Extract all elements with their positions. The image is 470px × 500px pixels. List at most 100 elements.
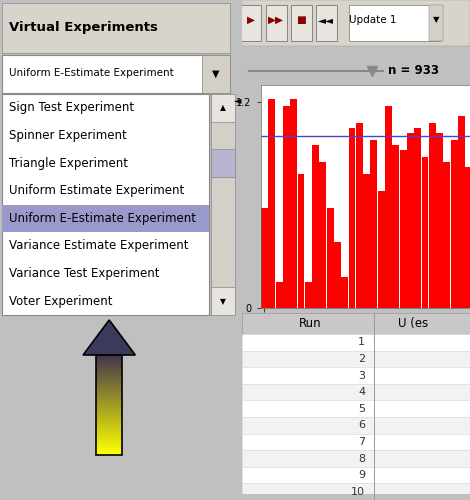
Text: ▼: ▼ xyxy=(220,296,226,306)
Bar xyxy=(312,145,319,308)
Bar xyxy=(96,358,122,360)
Bar xyxy=(96,412,122,415)
Bar xyxy=(96,392,122,395)
Bar xyxy=(242,484,470,500)
Bar xyxy=(211,149,235,177)
Bar xyxy=(96,410,122,412)
Text: 1: 1 xyxy=(358,338,365,347)
Bar xyxy=(241,5,261,41)
Bar xyxy=(378,191,384,308)
Bar xyxy=(261,208,268,308)
Bar xyxy=(436,133,443,308)
Bar xyxy=(96,448,122,450)
Bar xyxy=(96,355,122,358)
Text: 2: 2 xyxy=(358,354,365,364)
Bar xyxy=(316,5,337,41)
Text: ▼: ▼ xyxy=(432,16,439,24)
Bar xyxy=(96,430,122,432)
Bar xyxy=(96,360,122,362)
Bar xyxy=(96,388,122,390)
Bar xyxy=(96,390,122,392)
Bar xyxy=(363,174,370,308)
Bar xyxy=(96,418,122,420)
Bar xyxy=(96,425,122,428)
Bar xyxy=(242,494,470,500)
Bar xyxy=(275,282,282,308)
Text: Variance Estimate Experiment: Variance Estimate Experiment xyxy=(9,240,189,252)
Text: Spinner Experiment: Spinner Experiment xyxy=(9,129,127,142)
Bar xyxy=(96,398,122,400)
Text: Sign Test Experiment: Sign Test Experiment xyxy=(9,102,134,114)
Bar xyxy=(443,162,450,308)
Text: 10: 10 xyxy=(351,486,365,496)
Polygon shape xyxy=(83,320,135,355)
Bar xyxy=(242,0,470,46)
Bar xyxy=(242,400,470,417)
Bar xyxy=(96,380,122,382)
Bar xyxy=(96,438,122,440)
Text: ◄◄: ◄◄ xyxy=(318,15,334,25)
Text: Uniform E-Estimate Experiment: Uniform E-Estimate Experiment xyxy=(9,68,174,78)
Bar xyxy=(96,408,122,410)
Bar xyxy=(96,415,122,418)
Bar xyxy=(268,98,275,308)
Bar xyxy=(96,395,122,398)
Text: Voter Experiment: Voter Experiment xyxy=(9,294,113,308)
Bar xyxy=(298,174,305,308)
Bar xyxy=(414,128,421,308)
Text: ■: ■ xyxy=(297,15,306,25)
Bar xyxy=(334,242,341,308)
Bar xyxy=(96,368,122,370)
Bar xyxy=(96,420,122,422)
Text: ▲: ▲ xyxy=(220,104,226,112)
Bar xyxy=(2,204,209,232)
Bar xyxy=(320,162,326,308)
Bar xyxy=(451,140,458,308)
Bar xyxy=(349,128,355,308)
Bar xyxy=(242,467,470,483)
Bar xyxy=(266,5,287,41)
Bar xyxy=(283,106,290,308)
Text: n = 933: n = 933 xyxy=(388,64,439,78)
Bar xyxy=(385,106,392,308)
Bar xyxy=(96,372,122,375)
Bar xyxy=(96,385,122,388)
Bar xyxy=(458,116,465,308)
Bar xyxy=(2,55,230,92)
Bar xyxy=(2,94,209,315)
Bar xyxy=(211,94,235,315)
Bar xyxy=(341,276,348,308)
Bar xyxy=(96,445,122,448)
Text: 6: 6 xyxy=(358,420,365,430)
Text: Virtual Experiments: Virtual Experiments xyxy=(9,21,158,34)
Bar xyxy=(2,2,230,52)
Bar xyxy=(242,450,470,467)
Bar xyxy=(327,208,334,308)
Bar xyxy=(349,5,440,41)
Bar xyxy=(242,417,470,434)
Text: 4: 4 xyxy=(358,387,365,397)
Text: U (es: U (es xyxy=(398,317,428,330)
Bar xyxy=(96,432,122,435)
Bar xyxy=(211,94,235,122)
Text: ◄: ◄ xyxy=(235,95,242,105)
Bar xyxy=(96,375,122,378)
Text: 8: 8 xyxy=(358,454,365,464)
Text: Triangle Experiment: Triangle Experiment xyxy=(9,156,128,170)
Bar xyxy=(242,312,470,334)
Bar xyxy=(96,378,122,380)
Bar xyxy=(202,55,230,92)
Bar xyxy=(96,365,122,368)
Bar xyxy=(242,434,470,450)
Bar xyxy=(242,384,470,400)
Bar xyxy=(400,150,407,308)
Bar xyxy=(96,435,122,438)
Bar xyxy=(96,405,122,407)
Text: 9: 9 xyxy=(358,470,365,480)
Bar xyxy=(305,282,312,308)
Text: ▼: ▼ xyxy=(212,68,220,78)
Text: ▶▶: ▶▶ xyxy=(268,15,284,25)
Bar xyxy=(96,382,122,385)
Bar xyxy=(96,450,122,452)
Bar xyxy=(211,288,235,315)
